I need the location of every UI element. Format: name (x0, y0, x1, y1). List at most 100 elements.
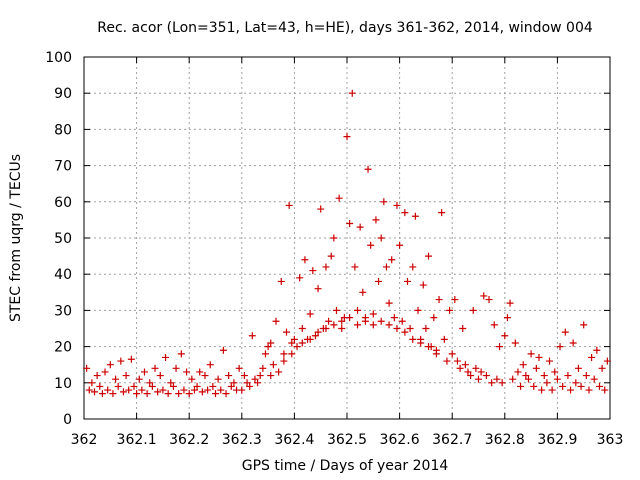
data-point (448, 350, 456, 358)
y-tick-label: 20 (54, 340, 72, 356)
data-point (485, 296, 493, 304)
data-point (472, 364, 480, 372)
data-point (104, 386, 112, 394)
data-point (259, 364, 267, 372)
data-point (580, 321, 588, 329)
data-point (375, 277, 383, 285)
y-tick-label: 0 (63, 412, 72, 428)
data-point (577, 382, 585, 390)
data-point (559, 382, 567, 390)
data-point (164, 390, 172, 398)
data-point (267, 339, 275, 347)
y-tick-label: 70 (54, 159, 72, 175)
data-point (414, 306, 422, 314)
data-point (496, 343, 504, 351)
data-point (540, 372, 548, 380)
data-point (398, 317, 406, 325)
data-point (180, 386, 188, 394)
data-point (385, 321, 393, 329)
data-point (306, 310, 314, 318)
x-tick-label: 362.1 (117, 432, 157, 448)
data-point (335, 194, 343, 202)
x-axis-label: GPS time / Days of year 2014 (242, 458, 449, 474)
data-point (401, 209, 409, 217)
data-point (227, 382, 235, 390)
data-point (322, 263, 330, 271)
data-point (582, 372, 590, 380)
data-point (243, 379, 251, 387)
data-point (422, 325, 430, 332)
data-point (143, 390, 151, 398)
x-tick-label: 362.5 (327, 432, 367, 448)
data-point (569, 339, 577, 347)
data-point (306, 335, 314, 343)
data-point (475, 375, 482, 383)
y-tick-label: 50 (54, 231, 72, 247)
data-point (264, 343, 272, 351)
data-point (356, 223, 364, 231)
data-point (354, 306, 362, 314)
data-point (280, 350, 288, 358)
data-point (322, 325, 330, 332)
data-point (172, 364, 180, 372)
data-point (317, 205, 325, 213)
data-point (451, 296, 459, 304)
data-point (272, 317, 280, 325)
data-point (280, 357, 288, 365)
data-point (93, 372, 101, 380)
data-point (301, 256, 309, 264)
data-point (551, 368, 559, 376)
data-point (595, 382, 603, 390)
data-point (285, 201, 293, 209)
data-point (151, 364, 159, 372)
data-point (522, 372, 530, 380)
data-point (159, 386, 167, 394)
data-point (122, 372, 130, 380)
data-point (332, 306, 340, 314)
data-point (425, 343, 433, 351)
data-point (88, 379, 96, 387)
data-point (401, 328, 409, 336)
data-point (509, 375, 517, 383)
data-point (598, 364, 606, 372)
data-point (117, 357, 125, 365)
data-point (393, 325, 401, 332)
data-point (298, 339, 306, 347)
data-point (380, 198, 388, 206)
data-point (567, 386, 575, 394)
data-point (393, 201, 401, 209)
data-point (188, 375, 196, 383)
data-point (369, 310, 377, 318)
data-point (590, 375, 598, 383)
x-tick-label: 362.4 (274, 432, 314, 448)
data-point (140, 368, 148, 376)
data-point (385, 299, 393, 307)
data-point (338, 317, 346, 325)
data-point (390, 314, 398, 322)
data-point (338, 325, 346, 332)
data-point (325, 317, 333, 325)
data-point (114, 382, 122, 390)
data-point (467, 372, 475, 380)
data-point (183, 368, 191, 376)
data-point (601, 386, 609, 394)
data-point (480, 292, 488, 300)
data-point (524, 375, 532, 383)
data-point (330, 234, 338, 242)
data-point (364, 165, 372, 173)
data-point (85, 386, 93, 394)
data-point (517, 382, 525, 390)
data-point (330, 321, 338, 329)
data-point (588, 353, 596, 361)
data-point (196, 368, 204, 376)
data-point (169, 382, 177, 390)
x-tick-label: 362.9 (537, 432, 577, 448)
data-point (501, 332, 509, 340)
data-point (130, 382, 138, 390)
data-point (133, 390, 141, 398)
data-point (543, 379, 551, 387)
data-point (388, 256, 396, 264)
y-tick-label: 60 (54, 195, 72, 211)
data-point (277, 277, 285, 285)
